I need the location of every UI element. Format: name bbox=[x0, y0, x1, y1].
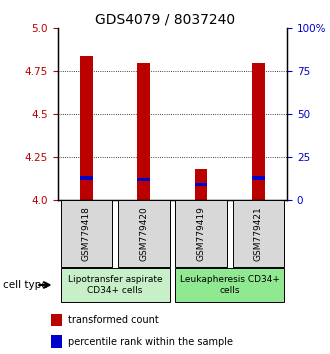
Text: GDS4079 / 8037240: GDS4079 / 8037240 bbox=[95, 12, 235, 27]
Bar bbox=[51, 314, 62, 326]
Bar bbox=[138, 63, 150, 200]
Bar bbox=[138, 177, 150, 181]
Bar bbox=[252, 176, 265, 179]
Bar bbox=[175, 268, 284, 302]
Text: percentile rank within the sample: percentile rank within the sample bbox=[68, 337, 233, 347]
Text: cell type: cell type bbox=[3, 280, 48, 290]
Bar bbox=[175, 200, 227, 267]
Text: Lipotransfer aspirate
CD34+ cells: Lipotransfer aspirate CD34+ cells bbox=[68, 275, 162, 295]
Bar bbox=[80, 176, 93, 179]
Bar bbox=[118, 200, 170, 267]
Text: GSM779418: GSM779418 bbox=[82, 206, 91, 261]
Bar bbox=[51, 335, 62, 348]
Bar bbox=[61, 200, 112, 267]
Bar bbox=[61, 268, 170, 302]
Bar bbox=[252, 63, 265, 200]
Bar bbox=[233, 200, 284, 267]
Text: Leukapheresis CD34+
cells: Leukapheresis CD34+ cells bbox=[180, 275, 280, 295]
Bar bbox=[195, 169, 207, 200]
Text: GSM779421: GSM779421 bbox=[254, 206, 263, 261]
Text: GSM779420: GSM779420 bbox=[139, 206, 148, 261]
Text: GSM779419: GSM779419 bbox=[197, 206, 206, 261]
Bar bbox=[80, 56, 93, 200]
Text: transformed count: transformed count bbox=[68, 315, 159, 325]
Bar bbox=[195, 183, 207, 187]
